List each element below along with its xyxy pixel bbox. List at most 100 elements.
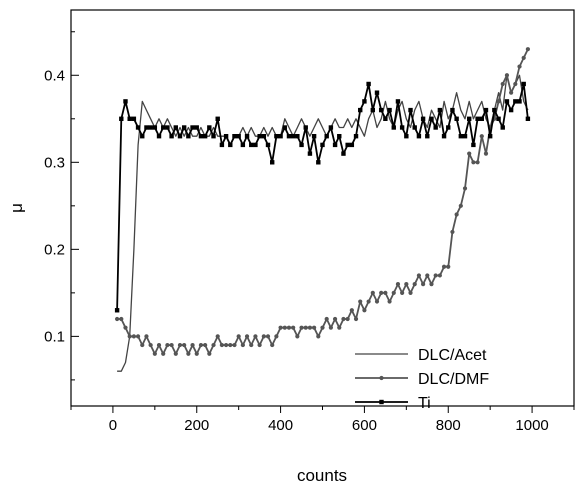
data-point: [425, 273, 430, 278]
data-point: [446, 264, 451, 269]
x-axis-title: counts: [297, 466, 347, 485]
data-point: [152, 351, 157, 356]
data-point: [316, 160, 321, 165]
data-point: [295, 133, 300, 139]
data-point: [223, 133, 229, 139]
data-point: [358, 107, 363, 113]
data-point: [412, 125, 417, 130]
series-line: [117, 48, 529, 355]
data-point: [194, 351, 199, 356]
data-point: [156, 133, 162, 139]
data-point: [404, 282, 409, 287]
data-point: [190, 342, 195, 348]
data-point: [140, 133, 145, 139]
data-point: [223, 342, 229, 348]
y-axis-title: μ: [7, 203, 26, 213]
data-point: [337, 133, 342, 139]
data-point: [253, 142, 258, 148]
data-point: [219, 342, 224, 348]
data-point: [240, 142, 246, 148]
data-point: [232, 133, 237, 139]
data-point: [219, 142, 225, 148]
data-point: [366, 299, 371, 304]
data-point: [127, 116, 132, 121]
data-point: [475, 160, 480, 165]
data-point: [504, 73, 510, 78]
data-point: [198, 133, 204, 139]
data-point: [345, 316, 350, 322]
data-point: [119, 316, 124, 322]
data-point: [370, 107, 375, 113]
data-point: [303, 325, 308, 330]
data-point: [161, 125, 166, 130]
data-point: [144, 125, 149, 130]
y-tick-label: 0.4: [44, 67, 65, 84]
data-point: [186, 133, 191, 139]
data-point: [496, 116, 501, 121]
data-point: [115, 316, 120, 322]
data-point: [374, 299, 380, 304]
data-point: [261, 133, 267, 139]
data-point: [236, 334, 241, 339]
data-point: [244, 334, 250, 339]
data-point: [412, 282, 417, 287]
legend-item: DLC/Acet: [355, 347, 487, 364]
data-point: [462, 186, 468, 191]
data-point: [521, 81, 526, 87]
data-point: [379, 290, 384, 295]
data-point: [291, 325, 296, 330]
x-tick-label: 1000: [515, 417, 548, 434]
data-point: [123, 99, 128, 104]
data-point: [207, 351, 212, 356]
data-point: [475, 116, 480, 121]
data-point: [198, 342, 204, 348]
data-point: [479, 116, 484, 121]
data-point: [173, 351, 178, 356]
data-point: [324, 316, 329, 322]
data-point: [450, 229, 455, 235]
data-point: [135, 125, 141, 130]
data-point: [433, 273, 438, 278]
legend-item: DLC/DMF: [355, 371, 489, 388]
legend-marker: [379, 375, 384, 381]
data-point: [425, 133, 430, 139]
data-point: [437, 107, 443, 113]
data-point: [148, 125, 153, 130]
x-axis: 0 200 400 600 800 1000: [70, 406, 575, 434]
data-point: [161, 351, 166, 356]
data-point: [471, 142, 476, 148]
data-point: [467, 151, 472, 156]
data-point: [257, 133, 262, 139]
data-point: [349, 308, 354, 313]
data-point: [525, 47, 530, 52]
data-point: [320, 142, 325, 148]
data-point: [341, 151, 346, 156]
data-point: [458, 203, 463, 208]
x-tick-label: 200: [184, 417, 209, 434]
data-point: [454, 212, 459, 217]
data-point: [467, 116, 472, 121]
data-point: [420, 116, 426, 121]
data-point: [181, 125, 187, 130]
data-point: [202, 133, 208, 139]
data-point: [177, 133, 183, 139]
data-point: [123, 325, 128, 330]
data-point: [215, 334, 220, 339]
data-point: [135, 334, 141, 339]
data-point: [337, 325, 342, 330]
legend-label: DLC/DMF: [418, 371, 489, 388]
data-point: [349, 142, 355, 148]
data-point: [353, 133, 359, 139]
data-point: [253, 334, 258, 339]
data-point: [140, 342, 145, 348]
series-dlc-acet: [117, 74, 529, 372]
data-point: [521, 55, 526, 60]
data-point: [421, 282, 426, 287]
data-point: [278, 325, 283, 330]
data-point: [429, 116, 434, 121]
data-point: [517, 64, 522, 69]
series-ti: [114, 81, 531, 313]
data-point: [286, 133, 292, 139]
data-point: [450, 107, 455, 113]
